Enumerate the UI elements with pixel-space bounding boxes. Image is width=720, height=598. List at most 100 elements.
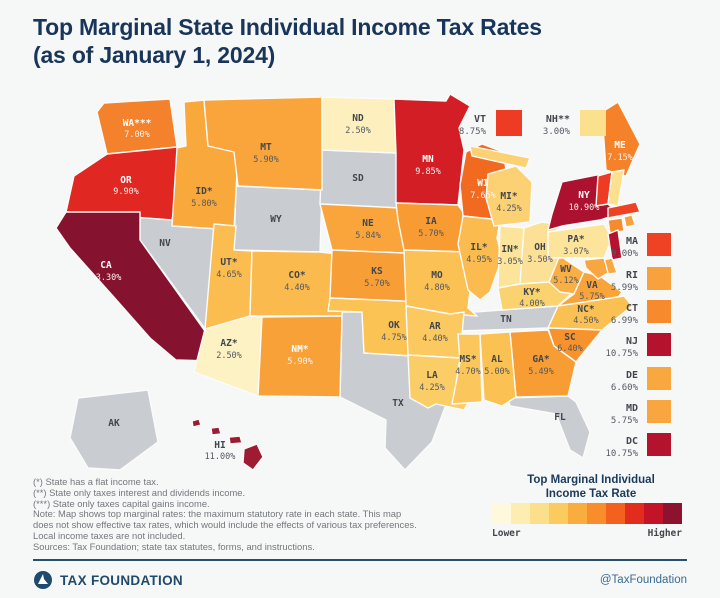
state-nh-callout-label: NH** (546, 114, 570, 125)
state-ca-rate: 13.30% (91, 273, 122, 283)
state-me-label: ME (614, 140, 626, 151)
state-fl (507, 395, 591, 459)
footnote-note-line3: Local income taxes are not included. (33, 529, 186, 541)
state-nj-swatch (647, 333, 671, 356)
footer-brand: TAX FOUNDATION (60, 572, 183, 588)
state-mo-label: MO (431, 270, 443, 281)
state-wv-label: WV (560, 264, 572, 275)
state-mi-rate: 4.25% (496, 204, 522, 214)
state-wa (96, 98, 178, 155)
state-de-callout-label: DE (626, 370, 638, 381)
state-al-label: AL (491, 354, 503, 365)
state-tn-label: TN (500, 314, 512, 325)
legend-swatch-2 (511, 503, 530, 524)
state-hi-island2 (210, 426, 222, 436)
legend-swatch-9 (644, 503, 663, 524)
page-title: Top Marginal State Individual Income Tax… (33, 13, 542, 69)
footnote-note-line1: Note: Map shows top marginal rates: the … (33, 508, 402, 520)
state-in-rate: 3.05% (497, 257, 523, 267)
footnote-capital-gains: (***) State only taxes capital gains inc… (33, 497, 210, 509)
state-ct (607, 217, 625, 234)
state-la-label: LA (426, 370, 438, 381)
state-ct-callout-rate: 6.99% (611, 316, 639, 326)
state-ne-rate: 5.84% (355, 231, 381, 241)
state-ca (55, 211, 212, 362)
state-mn-label: MN (422, 154, 434, 165)
state-md-swatch (647, 400, 671, 423)
state-ks-rate: 5.70% (364, 279, 390, 289)
state-nc-label: NC* (577, 304, 594, 315)
state-wi-rate: 7.65% (470, 191, 496, 201)
state-ny-label: NY (578, 190, 590, 201)
state-wy-label: WY (270, 214, 282, 225)
state-ga-label: GA* (532, 354, 549, 365)
state-mn (393, 93, 471, 206)
state-ri (623, 214, 636, 228)
state-nh-callout-rate: 3.00% (543, 127, 571, 137)
legend-swatch-10 (663, 503, 682, 524)
state-md-callout-label: MD (626, 403, 638, 414)
state-ok-rate: 4.75% (381, 333, 407, 343)
state-fl-label: FL (554, 412, 566, 423)
footnote-flat-tax: (*) State has a flat income tax. (33, 476, 159, 487)
tax-foundation-logo-icon (34, 571, 52, 589)
state-dc-callout-rate: 10.75% (605, 449, 638, 459)
page-title-line1: Top Marginal State Individual Income Tax… (33, 14, 542, 40)
state-ut-rate: 4.65% (216, 270, 242, 280)
state-or-rate: 9.90% (113, 187, 139, 197)
state-az-rate: 2.50% (216, 351, 242, 361)
state-co-label: CO* (288, 270, 305, 281)
state-nd-rate: 2.50% (345, 126, 371, 136)
state-nc (547, 295, 633, 331)
state-me-rate: 7.15% (607, 153, 633, 163)
state-mi-upper (469, 145, 531, 169)
state-de-callout-rate: 6.60% (611, 383, 639, 393)
footer-twitter-handle: @TaxFoundation (599, 574, 687, 586)
legend-swatch-7 (606, 503, 625, 524)
footnote-note-line2: does not show effective tax rates, which… (33, 519, 417, 531)
state-wi-label: WI (477, 178, 488, 189)
state-ak-label: AK (108, 418, 120, 429)
state-hi-rate: 11.00% (205, 452, 236, 462)
state-ar-label: AR (429, 321, 441, 332)
state-sd-label: SD (352, 173, 364, 184)
state-mn-rate: 9.85% (415, 167, 441, 177)
state-il-label: IL* (470, 242, 487, 253)
state-sc-rate: 6.40% (557, 344, 583, 354)
state-nm-rate: 5.90% (287, 357, 313, 367)
state-ia-label: IA (425, 216, 437, 227)
state-tx-label: TX (392, 398, 404, 409)
footnote-interest-dividends: (**) State only taxes interest and divid… (33, 486, 246, 498)
state-pa (547, 223, 613, 259)
state-va-label: VA (586, 280, 598, 291)
legend-title-line1: Top Marginal Individual (527, 474, 655, 486)
state-ok-label: OK (388, 320, 400, 331)
state-nm (257, 315, 343, 398)
state-hi-island4 (242, 443, 264, 471)
state-nd (321, 96, 397, 154)
state-hi-island1 (191, 418, 202, 428)
state-la-rate: 4.25% (419, 383, 445, 393)
state-id-rate: 5.80% (191, 199, 217, 209)
state-in-label: IN* (501, 244, 518, 255)
footnote-sources: Sources: Tax Foundation; state tax statu… (33, 540, 315, 552)
page-title-line2: (as of January 1, 2024) (33, 42, 276, 68)
state-vt-swatch (496, 110, 522, 136)
state-ar-rate: 4.40% (422, 334, 448, 344)
state-or-label: OR (120, 175, 132, 186)
state-ri-callout-label: RI (626, 270, 638, 281)
state-al (479, 331, 517, 407)
legend-higher-label: Higher (648, 528, 683, 539)
state-ny-rate: 10.90% (569, 203, 600, 213)
state-al-rate: 5.00% (484, 367, 510, 377)
state-mo-rate: 4.80% (424, 283, 450, 293)
state-mt-rate: 5.90% (253, 155, 279, 165)
state-ct-swatch (647, 300, 671, 323)
state-nj-callout-label: NJ (626, 336, 638, 347)
state-ms (451, 333, 483, 405)
state-wa-rate: 7.00% (124, 130, 150, 140)
state-ma-callout-rate: 9.00% (611, 249, 639, 259)
state-wa-label: WA*** (123, 118, 152, 129)
legend-swatch-4 (549, 503, 568, 524)
